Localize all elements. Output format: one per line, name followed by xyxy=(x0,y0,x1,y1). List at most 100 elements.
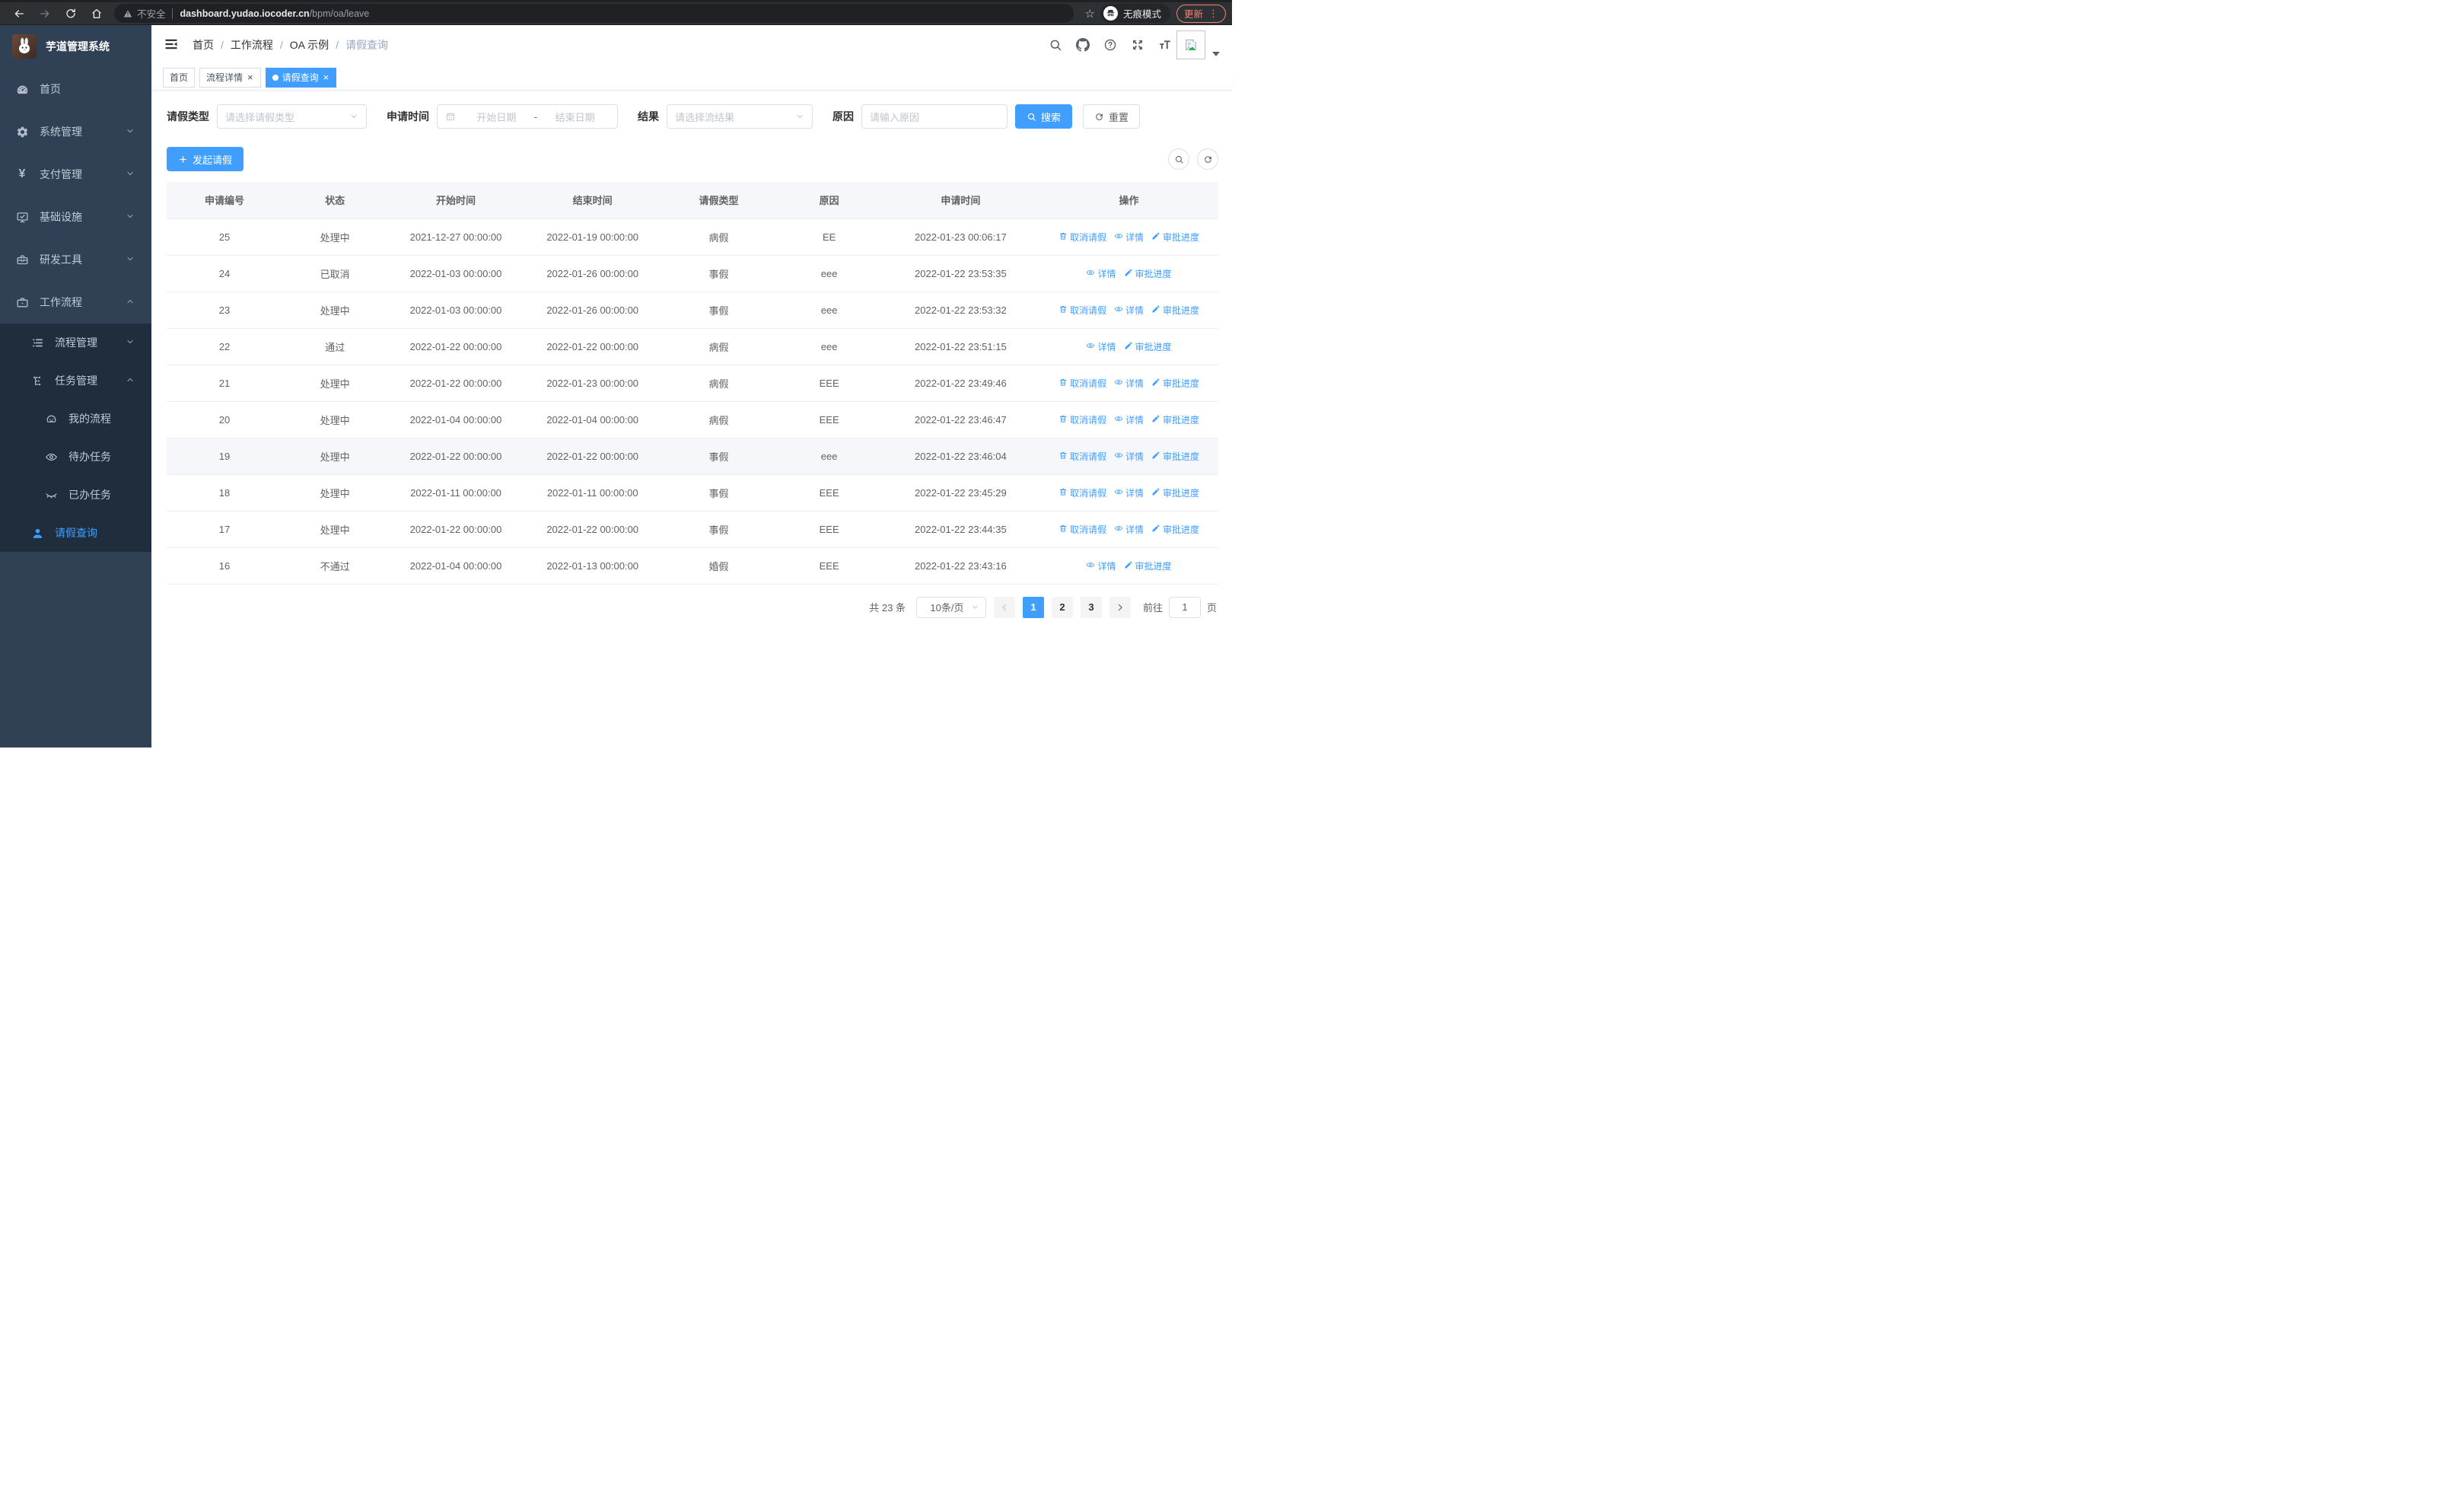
breadcrumb-item-1[interactable]: 工作流程 xyxy=(230,39,273,51)
goto-page-input[interactable]: 1 xyxy=(1168,596,1201,618)
url-bar[interactable]: 不安全 dashboard.yudao.iocoder.cn /bpm/oa/l… xyxy=(114,4,1074,23)
cancel-action-link[interactable]: 取消请假 xyxy=(1059,523,1106,536)
detail-action-link[interactable]: 详情 xyxy=(1086,559,1116,572)
cell-end: 2022-01-26 00:00:00 xyxy=(524,292,661,329)
sidebar-item-4[interactable]: 研发工具 xyxy=(0,238,151,281)
cell-apply_time: 2022-01-22 23:45:29 xyxy=(881,474,1040,512)
cell-actions: 取消请假 详情 审批进度 xyxy=(1039,292,1218,329)
next-page-button[interactable] xyxy=(1109,596,1131,618)
page-number-3[interactable]: 3 xyxy=(1080,596,1102,618)
cell-end: 2022-01-22 00:00:00 xyxy=(524,438,661,475)
chevron-down-icon xyxy=(1212,52,1220,56)
sidebar-item-label: 基础设施 xyxy=(40,211,82,223)
end-date-placeholder[interactable]: 结束日期 xyxy=(555,111,595,123)
action-label: 审批进度 xyxy=(1163,304,1200,316)
update-button[interactable]: 更新 ⋮ xyxy=(1176,4,1226,23)
sidebar-item-6[interactable]: 流程管理 xyxy=(0,324,151,362)
sidebar-item-2[interactable]: ¥ 支付管理 xyxy=(0,153,151,196)
close-icon[interactable]: × xyxy=(247,72,253,83)
cancel-action-link[interactable]: 取消请假 xyxy=(1059,231,1106,244)
sidebar-item-8[interactable]: 我的流程 xyxy=(0,400,151,438)
back-icon[interactable] xyxy=(10,5,28,23)
reload-icon[interactable] xyxy=(62,5,80,23)
detail-action-link[interactable]: 详情 xyxy=(1114,486,1144,499)
sidebar-item-0[interactable]: 首页 xyxy=(0,68,151,110)
cancel-action-link[interactable]: 取消请假 xyxy=(1059,377,1106,390)
progress-action-link[interactable]: 审批进度 xyxy=(1124,267,1172,280)
leave-type-select[interactable]: 请选择请假类型 xyxy=(217,104,367,129)
create-leave-button[interactable]: 发起请假 xyxy=(167,147,244,171)
detail-action-link[interactable]: 详情 xyxy=(1086,267,1116,280)
sidebar-menu: 首页 系统管理 ¥ 支付管理基础设施研发工具 工作流程 流程管理 任务管理 我的流程 待办任务已… xyxy=(0,68,151,748)
cancel-action-link[interactable]: 取消请假 xyxy=(1059,450,1106,463)
detail-action-link[interactable]: 详情 xyxy=(1114,450,1144,463)
tab-2[interactable]: 请假查询 × xyxy=(265,67,337,88)
page-number-2[interactable]: 2 xyxy=(1051,596,1073,618)
breadcrumb-item-0[interactable]: 首页 xyxy=(193,39,214,51)
progress-action-link[interactable]: 审批进度 xyxy=(1124,559,1172,572)
fontsize-icon[interactable] xyxy=(1158,38,1172,52)
progress-action-link[interactable]: 审批进度 xyxy=(1151,231,1199,244)
sidebar-item-1[interactable]: 系统管理 xyxy=(0,110,151,153)
progress-action-link[interactable]: 审批进度 xyxy=(1151,304,1199,317)
progress-action-link[interactable]: 审批进度 xyxy=(1151,450,1199,463)
github-icon[interactable] xyxy=(1076,38,1090,52)
security-label[interactable]: 不安全 xyxy=(137,9,166,20)
apply-time-range-picker[interactable]: 开始日期 - 结束日期 xyxy=(437,104,618,129)
page-number-1[interactable]: 1 xyxy=(1022,596,1044,618)
start-date-placeholder[interactable]: 开始日期 xyxy=(476,111,517,123)
cancel-action-link[interactable]: 取消请假 xyxy=(1059,486,1106,499)
cancel-action-link[interactable]: 取消请假 xyxy=(1059,413,1106,426)
sidebar-item-7[interactable]: 任务管理 xyxy=(0,362,151,400)
cancel-action-link[interactable]: 取消请假 xyxy=(1059,304,1106,317)
user-menu[interactable] xyxy=(1176,30,1220,59)
detail-action-link[interactable]: 详情 xyxy=(1114,413,1144,426)
trash-icon xyxy=(1059,378,1068,389)
result-select[interactable]: 请选择流结果 xyxy=(667,104,813,129)
question-icon[interactable] xyxy=(1103,38,1117,52)
sidebar-item-11[interactable]: 请假查询 xyxy=(0,514,151,552)
cell-end: 2022-01-13 00:00:00 xyxy=(524,547,661,585)
avatar[interactable] xyxy=(1176,30,1205,59)
cell-reason: EE xyxy=(776,218,882,256)
fullscreen-icon[interactable] xyxy=(1131,38,1144,52)
detail-action-link[interactable]: 详情 xyxy=(1114,523,1144,536)
breadcrumb-item-2[interactable]: OA 示例 xyxy=(289,39,329,51)
collapse-sidebar-icon[interactable] xyxy=(164,37,180,53)
detail-action-link[interactable]: 详情 xyxy=(1114,377,1144,390)
cell-status: 处理中 xyxy=(282,292,388,329)
bookmark-star-icon[interactable]: ☆ xyxy=(1084,7,1095,21)
sidebar-item-10[interactable]: 已办任务 xyxy=(0,476,151,514)
toggle-search-button[interactable] xyxy=(1168,148,1189,170)
search-icon[interactable] xyxy=(1049,38,1062,52)
tab-1[interactable]: 流程详情 × xyxy=(199,67,261,88)
detail-action-link[interactable]: 详情 xyxy=(1114,231,1144,244)
reason-label: 原因 xyxy=(832,110,854,123)
action-label: 详情 xyxy=(1097,341,1116,352)
reason-input[interactable]: 请输入原因 xyxy=(861,104,1008,129)
sidebar-item-5[interactable]: 工作流程 xyxy=(0,281,151,324)
detail-action-link[interactable]: 详情 xyxy=(1086,340,1116,353)
progress-action-link[interactable]: 审批进度 xyxy=(1151,413,1199,426)
table-row: 24 已取消 2022-01-03 00:00:00 2022-01-26 00:00… xyxy=(167,255,1218,292)
progress-action-link[interactable]: 审批进度 xyxy=(1151,486,1199,499)
progress-action-link[interactable]: 审批进度 xyxy=(1124,340,1172,353)
tab-0[interactable]: 首页 xyxy=(163,67,196,88)
reset-button[interactable]: 重置 xyxy=(1083,104,1141,129)
detail-action-link[interactable]: 详情 xyxy=(1114,304,1144,317)
cell-end: 2022-01-11 00:00:00 xyxy=(524,474,661,512)
home-icon[interactable] xyxy=(88,5,106,23)
sidebar-item-9[interactable]: 待办任务 xyxy=(0,438,151,476)
refresh-table-button[interactable] xyxy=(1197,148,1218,170)
prev-page-button[interactable] xyxy=(993,596,1015,618)
page-size-select[interactable]: 10条/页 xyxy=(915,596,986,618)
progress-action-link[interactable]: 审批进度 xyxy=(1151,523,1199,536)
cell-actions: 详情 审批进度 xyxy=(1039,255,1218,292)
browser-menu-icon[interactable]: ⋮ xyxy=(1208,7,1218,19)
cell-id: 21 xyxy=(167,365,283,402)
progress-action-link[interactable]: 审批进度 xyxy=(1151,377,1199,390)
search-button[interactable]: 搜索 xyxy=(1015,104,1073,129)
sidebar-item-3[interactable]: 基础设施 xyxy=(0,196,151,238)
forward-icon[interactable] xyxy=(36,5,54,23)
close-icon[interactable]: × xyxy=(323,72,329,83)
